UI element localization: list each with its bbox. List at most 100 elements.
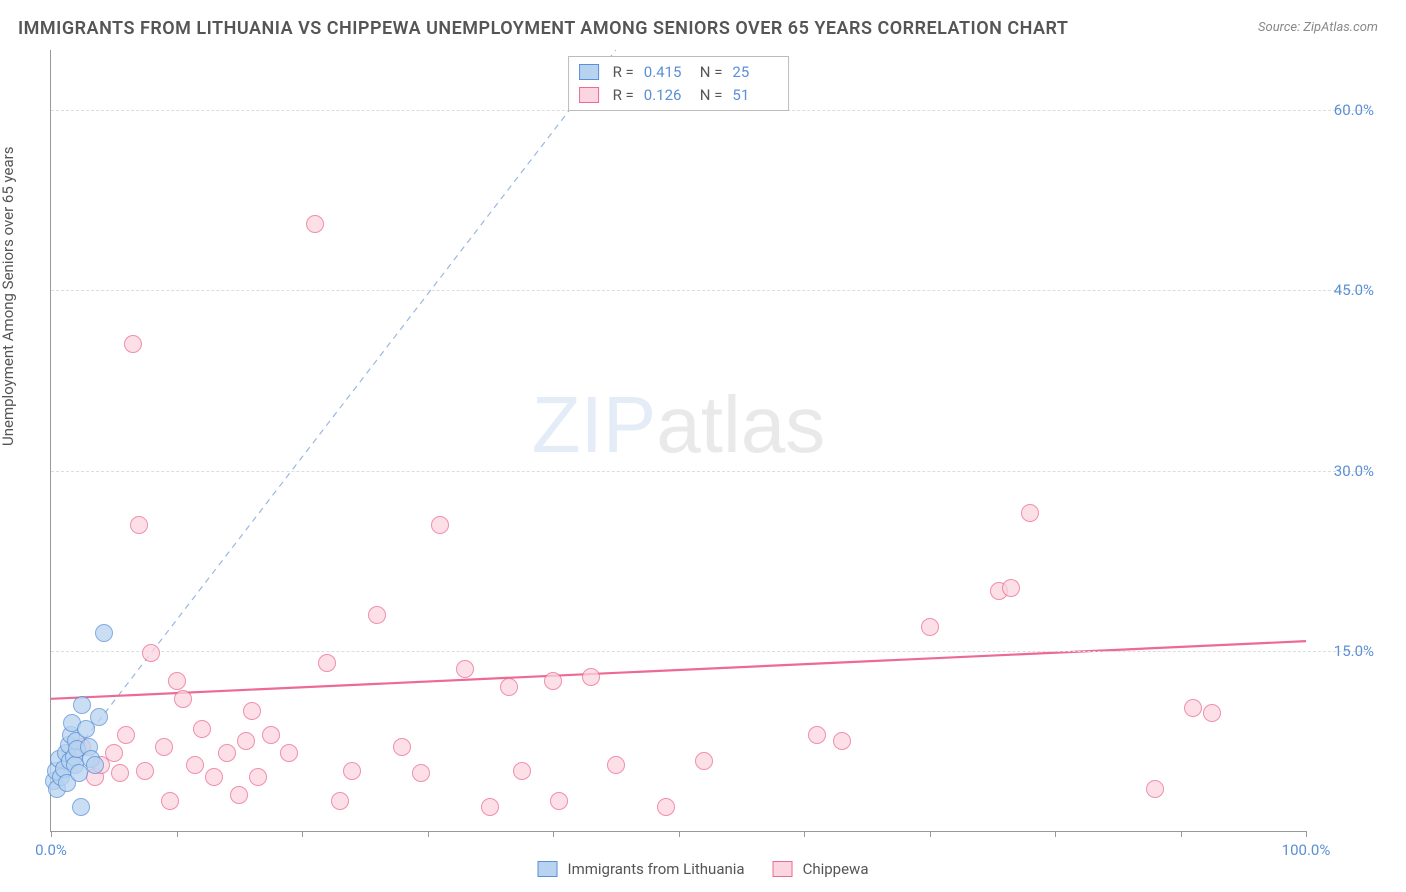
legend-stats: R = 0.415 N = 25 R = 0.126 N = 51 [568, 56, 790, 111]
x-tick [930, 831, 931, 837]
data-point [243, 702, 261, 720]
chart-title: IMMIGRANTS FROM LITHUANIA VS CHIPPEWA UN… [18, 18, 1068, 39]
x-tick [1055, 831, 1056, 837]
data-point [95, 624, 113, 642]
data-point [1203, 704, 1221, 722]
trend-lines [51, 50, 1306, 831]
legend-label-1: Chippewa [803, 860, 869, 878]
x-tick [428, 831, 429, 837]
legend-stats-row-0: R = 0.415 N = 25 [579, 61, 779, 84]
legend-swatch-bottom-1 [773, 861, 793, 877]
legend-r-label: R = [613, 61, 634, 84]
x-tick [177, 831, 178, 837]
chart-container: IMMIGRANTS FROM LITHUANIA VS CHIPPEWA UN… [0, 0, 1406, 892]
legend-n-value-0: 25 [732, 61, 778, 84]
data-point [193, 720, 211, 738]
data-point [431, 516, 449, 534]
data-point [1002, 579, 1020, 597]
legend-item-0: Immigrants from Lithuania [538, 860, 745, 878]
data-point [155, 738, 173, 756]
data-point [136, 762, 154, 780]
gridline [51, 471, 1366, 472]
x-tick [553, 831, 554, 837]
data-point [130, 516, 148, 534]
data-point [412, 764, 430, 782]
data-point [513, 762, 531, 780]
legend-r-label: R = [613, 84, 634, 107]
y-tick-label: 30.0% [1334, 462, 1374, 480]
data-point [456, 660, 474, 678]
data-point [168, 672, 186, 690]
data-point [550, 792, 568, 810]
data-point [73, 696, 91, 714]
data-point [1146, 780, 1164, 798]
data-point [318, 654, 336, 672]
data-point [142, 644, 160, 662]
data-point [70, 764, 88, 782]
data-point [117, 726, 135, 744]
data-point [237, 732, 255, 750]
data-point [833, 732, 851, 750]
legend-label-0: Immigrants from Lithuania [568, 860, 745, 878]
data-point [657, 798, 675, 816]
data-point [1021, 504, 1039, 522]
data-point [808, 726, 826, 744]
x-tick [51, 831, 52, 837]
x-tick [679, 831, 680, 837]
legend-r-value-1: 0.126 [644, 84, 690, 107]
x-tick [804, 831, 805, 837]
data-point [86, 756, 104, 774]
legend-n-value-1: 51 [732, 84, 778, 107]
trend-line [51, 50, 616, 783]
legend-swatch-1 [579, 87, 599, 103]
legend-n-label: N = [700, 84, 723, 107]
data-point [500, 678, 518, 696]
legend-swatch-bottom-0 [538, 861, 558, 877]
data-point [306, 215, 324, 233]
data-point [393, 738, 411, 756]
data-point [72, 798, 90, 816]
data-point [262, 726, 280, 744]
data-point [695, 752, 713, 770]
x-tick-label: 100.0% [1282, 841, 1331, 859]
y-tick-label: 45.0% [1334, 281, 1374, 299]
x-tick-label: 0.0% [35, 841, 67, 859]
data-point [105, 744, 123, 762]
legend-swatch-0 [579, 64, 599, 80]
legend-item-1: Chippewa [773, 860, 869, 878]
data-point [124, 335, 142, 353]
data-point [921, 618, 939, 636]
data-point [582, 668, 600, 686]
data-point [186, 756, 204, 774]
data-point [111, 764, 129, 782]
data-point [1184, 699, 1202, 717]
data-point [90, 708, 108, 726]
legend-bottom: Immigrants from Lithuania Chippewa [538, 860, 869, 878]
gridline [51, 651, 1366, 652]
x-tick [1306, 831, 1307, 837]
data-point [343, 762, 361, 780]
data-point [368, 606, 386, 624]
gridline [51, 290, 1366, 291]
legend-r-value-0: 0.415 [644, 61, 690, 84]
data-point [174, 690, 192, 708]
plot-area: ZIPatlas R = 0.415 N = 25 R = 0.126 N = … [50, 50, 1306, 832]
data-point [481, 798, 499, 816]
data-point [280, 744, 298, 762]
x-tick [1181, 831, 1182, 837]
y-tick-label: 60.0% [1334, 101, 1374, 119]
x-tick [302, 831, 303, 837]
data-point [205, 768, 223, 786]
y-tick-label: 15.0% [1334, 642, 1374, 660]
data-point [218, 744, 236, 762]
legend-stats-row-1: R = 0.126 N = 51 [579, 84, 779, 107]
data-point [607, 756, 625, 774]
data-point [249, 768, 267, 786]
data-point [230, 786, 248, 804]
y-axis-label: Unemployment Among Seniors over 65 years [0, 147, 17, 446]
source-label: Source: ZipAtlas.com [1258, 20, 1378, 35]
legend-n-label: N = [700, 61, 723, 84]
data-point [161, 792, 179, 810]
data-point [331, 792, 349, 810]
data-point [544, 672, 562, 690]
